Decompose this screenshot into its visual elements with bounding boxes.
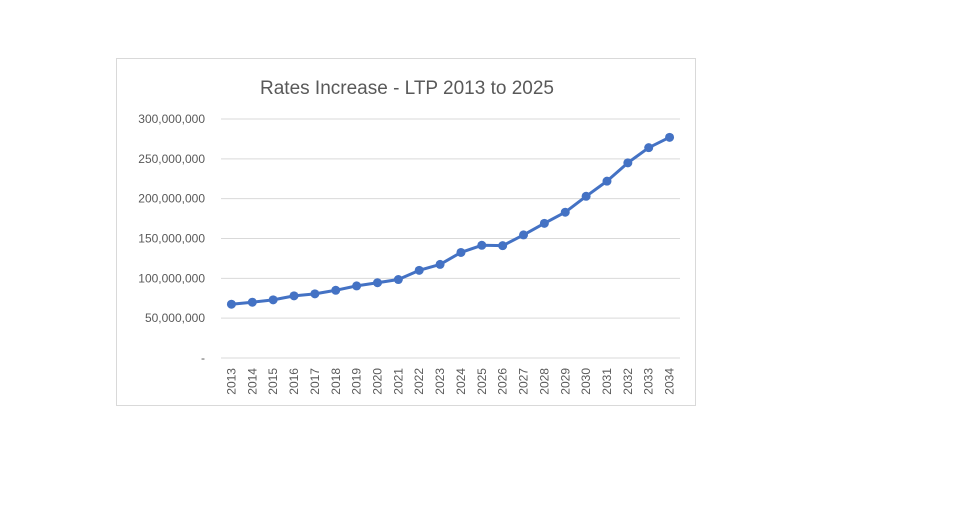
y-tick-label: 200,000,000 xyxy=(138,192,205,206)
y-tick-label: 50,000,000 xyxy=(145,311,205,325)
data-point xyxy=(352,281,362,291)
line-chart: Rates Increase - LTP 2013 to 2025 - 50,00… xyxy=(138,78,680,395)
gridlines xyxy=(221,118,680,359)
data-point xyxy=(539,218,549,228)
x-tick-label: 2025 xyxy=(475,368,489,395)
data-point xyxy=(456,247,466,257)
x-tick-label: 2016 xyxy=(287,368,301,395)
y-tick-label: 150,000,000 xyxy=(138,232,205,246)
x-tick-label: 2031 xyxy=(600,368,614,395)
y-tick-label: 100,000,000 xyxy=(138,271,205,285)
data-point xyxy=(310,289,320,299)
data-point xyxy=(414,265,424,275)
x-tick-label: 2033 xyxy=(642,368,656,395)
y-tick-label: 250,000,000 xyxy=(138,152,205,166)
x-tick-label: 2018 xyxy=(329,368,343,395)
y-tick-label: 300,000,000 xyxy=(138,112,205,126)
x-tick-label: 2028 xyxy=(537,368,551,395)
x-tick-label: 2030 xyxy=(579,368,593,395)
x-tick-label: 2034 xyxy=(663,368,677,395)
data-point xyxy=(644,143,654,153)
x-tick-label: 2027 xyxy=(517,368,531,395)
x-tick-label: 2020 xyxy=(370,368,384,395)
x-tick-label: 2021 xyxy=(391,368,405,395)
data-point xyxy=(623,158,633,168)
data-point xyxy=(519,230,529,240)
data-point xyxy=(602,176,612,186)
series-line xyxy=(229,135,672,306)
data-point xyxy=(247,297,257,307)
x-tick-label: 2017 xyxy=(308,368,322,395)
data-point xyxy=(372,278,382,288)
data-point xyxy=(331,285,341,295)
y-tick-label: - xyxy=(201,351,205,365)
data-point xyxy=(477,240,487,250)
x-tick-label: 2023 xyxy=(433,368,447,395)
chart-frame: Rates Increase - LTP 2013 to 2025 - 50,00… xyxy=(116,58,696,406)
y-axis-tick-labels: - 50,000,000 100,000,000 150,000,000 200,000… xyxy=(138,112,205,365)
x-tick-label: 2022 xyxy=(412,368,426,395)
data-point xyxy=(393,275,403,285)
x-tick-label: 2014 xyxy=(245,368,259,395)
data-point xyxy=(560,207,570,217)
data-point xyxy=(289,291,299,301)
data-point xyxy=(268,295,278,305)
x-tick-label: 2024 xyxy=(454,368,468,395)
data-point xyxy=(226,299,236,309)
x-tick-label: 2032 xyxy=(621,368,635,395)
x-tick-label: 2013 xyxy=(224,368,238,395)
x-tick-label: 2015 xyxy=(266,368,280,395)
data-point xyxy=(498,241,508,251)
x-tick-label: 2026 xyxy=(496,368,510,395)
x-tick-label: 2019 xyxy=(350,368,364,395)
chart-title: Rates Increase - LTP 2013 to 2025 xyxy=(260,78,554,99)
data-point xyxy=(581,191,591,201)
x-axis-tick-labels: 2013 2014 2015 2016 2017 2018 2019 2020 2021 2022… xyxy=(224,368,676,395)
data-point xyxy=(435,259,445,269)
data-point xyxy=(665,132,675,142)
x-tick-label: 2029 xyxy=(558,368,572,395)
series-layer xyxy=(226,132,675,309)
